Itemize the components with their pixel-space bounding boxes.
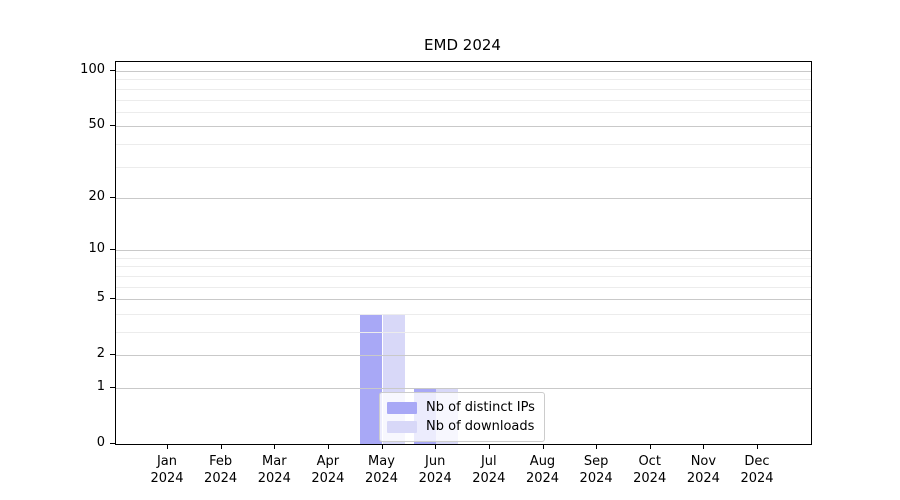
x-tick-label-year: 2024 [257, 471, 291, 486]
x-tick-label-year: 2024 [525, 471, 560, 486]
x-tick-label-may: May 2024 [346, 453, 418, 487]
gridline-minor-40 [116, 143, 811, 145]
legend-entry-nb-of-downloads: Nb of downloads [387, 417, 535, 436]
x-tick-label-sep: Sep 2024 [560, 453, 632, 487]
gridline-major-100 [116, 71, 811, 72]
x-tick-label-jun: Jun 2024 [399, 453, 471, 487]
x-tick-label-month: Jul [480, 454, 497, 469]
grid-layer [116, 62, 811, 444]
gridline-minor-9 [116, 257, 811, 259]
x-tick-mark-jul [488, 444, 490, 449]
x-tick-label-year: 2024 [418, 471, 452, 486]
y-tick-label-1: 1 [96, 379, 105, 394]
x-tick-label-month: Dec [744, 454, 770, 469]
x-tick-mark-feb [220, 444, 222, 449]
x-tick-label-month: Jan [156, 454, 178, 469]
gridline-major-2 [116, 355, 811, 357]
x-tick-label-month: Sep [583, 454, 609, 469]
y-tick-label-5: 5 [96, 290, 105, 306]
gridline-minor-90 [116, 79, 811, 81]
gridline-minor-4 [116, 313, 811, 315]
x-tick-label-month: Jun [425, 454, 446, 469]
x-tick-label-year: 2024 [740, 471, 774, 486]
x-tick-mark-jan [167, 444, 168, 449]
legend: Nb of distinct IPs Nb of downloads [379, 392, 545, 442]
x-tick-mark-may [381, 444, 383, 449]
x-tick-label-nov: Nov 2024 [667, 453, 739, 487]
y-tick-label-20: 20 [88, 188, 105, 204]
y-tick-label-50: 50 [88, 117, 105, 133]
y-tick-label-100: 100 [80, 62, 105, 77]
x-tick-label-mar: Mar 2024 [238, 453, 310, 487]
gridline-major-20 [116, 197, 811, 199]
x-tick-label-oct: Oct 2024 [614, 453, 686, 487]
y-tick-mark-2 [110, 354, 115, 356]
gridline-minor-60 [116, 111, 811, 113]
x-tick-label-year: 2024 [579, 471, 613, 486]
chart-title: EMD 2024 [424, 36, 501, 54]
x-tick-label-dec: Dec 2024 [721, 453, 793, 487]
gridline-minor-70 [116, 99, 811, 101]
y-tick-mark-100 [110, 70, 115, 71]
legend-entry-nb-of-distinct-ips: Nb of distinct IPs [387, 398, 535, 417]
y-tick-label-10: 10 [88, 241, 105, 257]
x-tick-label-year: 2024 [633, 471, 667, 486]
legend-swatch-nb-of-distinct-ips [387, 401, 417, 414]
x-tick-mark-nov [703, 444, 705, 449]
legend-label: Nb of downloads [426, 419, 535, 434]
x-tick-mark-apr [327, 444, 329, 449]
y-tick-mark-50 [110, 125, 115, 127]
gridline-major-50 [116, 126, 811, 128]
gridline-minor-3 [116, 332, 811, 333]
gridline-minor-6 [116, 286, 811, 288]
gridline-minor-8 [116, 266, 811, 268]
y-tick-label-0: 0 [96, 435, 105, 450]
x-tick-label-year: 2024 [150, 471, 184, 486]
x-tick-label-year: 2024 [204, 471, 238, 486]
x-tick-label-year: 2024 [311, 471, 345, 486]
x-tick-mark-dec [757, 444, 758, 449]
x-tick-label-month: Mar [262, 454, 287, 469]
y-tick-mark-0 [110, 443, 115, 444]
x-tick-label-month: May [368, 454, 395, 469]
x-tick-mark-jun [435, 444, 437, 449]
x-tick-mark-oct [649, 444, 651, 449]
x-tick-mark-sep [596, 444, 598, 449]
gridline-major-1 [116, 388, 811, 389]
y-tick-mark-1 [110, 387, 115, 388]
x-tick-label-year: 2024 [686, 471, 720, 486]
legend-swatch-nb-of-downloads [387, 420, 417, 433]
gridline-major-10 [116, 250, 811, 252]
y-tick-label-2: 2 [96, 346, 105, 362]
gridline-minor-80 [116, 88, 811, 90]
plot-area: Nb of distinct IPs Nb of downloads [115, 61, 812, 445]
y-tick-mark-20 [110, 196, 115, 198]
gridline-minor-7 [116, 275, 811, 277]
bar-nb-of-distinct-ips-may [360, 313, 383, 444]
x-tick-label-apr: Apr 2024 [292, 453, 364, 487]
gridline-minor-30 [116, 166, 811, 168]
x-tick-label-month: Oct [638, 454, 661, 469]
y-tick-mark-10 [110, 249, 115, 251]
y-tick-mark-5 [110, 298, 115, 300]
x-tick-mark-aug [542, 444, 544, 449]
x-tick-label-year: 2024 [364, 471, 399, 486]
x-tick-label-jul: Jul 2024 [453, 453, 525, 487]
x-tick-label-feb: Feb 2024 [185, 453, 257, 487]
x-tick-label-jan: Jan 2024 [131, 453, 203, 487]
x-tick-mark-mar [274, 444, 276, 449]
x-tick-label-month: Feb [209, 454, 233, 469]
legend-label: Nb of distinct IPs [426, 400, 535, 415]
x-tick-label-aug: Aug 2024 [507, 453, 579, 487]
gridline-major-5 [116, 299, 811, 301]
x-tick-label-month: Apr [316, 454, 340, 469]
x-tick-label-month: Nov [690, 454, 717, 469]
x-tick-label-year: 2024 [472, 471, 506, 486]
x-tick-label-month: Aug [529, 454, 556, 469]
